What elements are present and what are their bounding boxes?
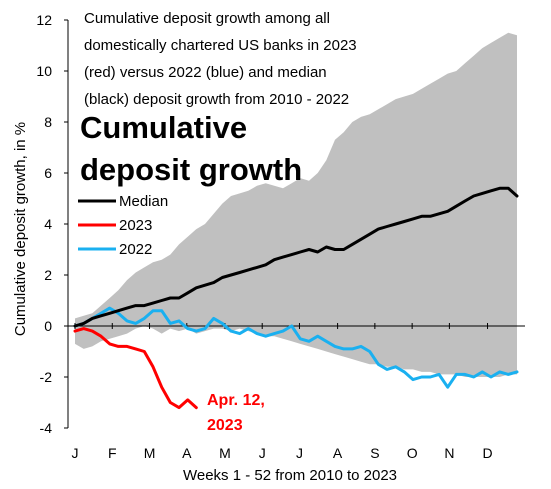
- y-tick-label: 2: [44, 267, 52, 283]
- legend: Median 2023 2022: [78, 193, 168, 258]
- note-line-2: domestically chartered US banks in 2023: [84, 37, 357, 54]
- annotation-line-2: 2023: [207, 417, 243, 434]
- x-tick-label: N: [444, 445, 454, 461]
- y-axis-label: Cumulative deposit growth, in %: [12, 122, 29, 336]
- x-tick-label: J: [296, 445, 303, 461]
- note-line-1: Cumulative deposit growth among all: [84, 10, 330, 27]
- chart-note: Cumulative deposit growth among all dome…: [84, 10, 357, 108]
- y-tick-label: 8: [44, 114, 52, 130]
- series-line-2022: [73, 306, 519, 389]
- y-tick-label: -4: [40, 420, 53, 436]
- note-line-4: (black) deposit growth from 2010 - 2022: [84, 91, 349, 108]
- title-line-2: deposit growth: [80, 152, 302, 187]
- x-tick-label: M: [144, 445, 156, 461]
- annotation-apr12: Apr. 12, 2023: [207, 392, 265, 434]
- legend-label-2023: 2023: [119, 217, 152, 234]
- series-layer: [73, 186, 519, 410]
- x-tick-label: J: [259, 445, 266, 461]
- x-axis-label: Weeks 1 - 52 from 2010 to 2023: [183, 467, 397, 484]
- y-tick-label: 12: [36, 12, 52, 28]
- title-line-1: Cumulative: [80, 110, 247, 145]
- legend-label-2022: 2022: [119, 241, 152, 258]
- x-tick-label: J: [72, 445, 79, 461]
- x-tick-label: M: [219, 445, 231, 461]
- x-tick-label: S: [370, 445, 379, 461]
- annotation-line-1: Apr. 12,: [207, 392, 265, 409]
- chart-title: Cumulative deposit growth: [80, 110, 302, 187]
- x-tick-label: A: [333, 445, 343, 461]
- x-tick-label: A: [182, 445, 192, 461]
- x-tick-label: O: [407, 445, 418, 461]
- x-tick-label: F: [108, 445, 117, 461]
- y-tick-label: 0: [44, 318, 52, 334]
- y-tick-label: -2: [40, 369, 53, 385]
- range-band: [75, 32, 517, 378]
- y-tick-label: 10: [36, 63, 52, 79]
- series-line-median: [73, 186, 519, 328]
- series-line-2023: [73, 327, 198, 410]
- range-band-layer: [75, 32, 517, 378]
- x-tick-label: D: [482, 445, 492, 461]
- y-tick-label: 4: [44, 216, 52, 232]
- note-line-3: (red) versus 2022 (blue) and median: [84, 64, 327, 81]
- axes-layer: -4 -2 0 2 4 6 8 10 12 J F M A M J J A S O N D: [36, 12, 525, 461]
- legend-label-median: Median: [119, 193, 168, 210]
- y-tick-label: 6: [44, 165, 52, 181]
